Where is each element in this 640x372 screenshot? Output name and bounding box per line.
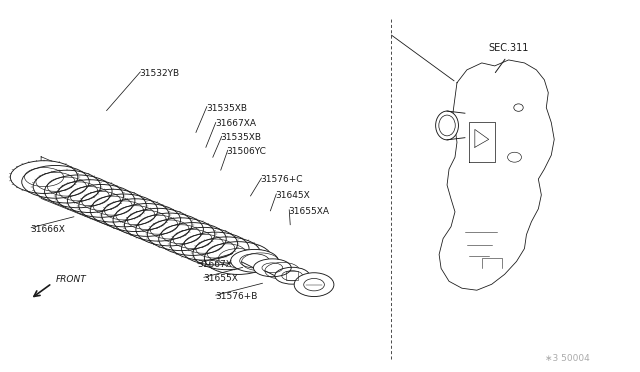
Ellipse shape xyxy=(136,213,204,246)
Ellipse shape xyxy=(56,180,124,212)
Ellipse shape xyxy=(45,175,112,208)
Ellipse shape xyxy=(102,199,169,231)
Ellipse shape xyxy=(79,189,147,222)
Ellipse shape xyxy=(253,259,291,277)
Text: 31666X: 31666X xyxy=(30,225,65,234)
Ellipse shape xyxy=(147,218,215,251)
Text: 31576+C: 31576+C xyxy=(260,175,303,184)
Ellipse shape xyxy=(436,111,458,140)
Text: 31667X: 31667X xyxy=(197,260,232,269)
Text: FRONT: FRONT xyxy=(56,275,87,284)
Ellipse shape xyxy=(204,242,272,275)
Text: SEC.311: SEC.311 xyxy=(489,43,529,53)
Text: 31655XA: 31655XA xyxy=(288,207,329,216)
Ellipse shape xyxy=(33,170,100,203)
Text: 31655X: 31655X xyxy=(203,274,237,283)
Ellipse shape xyxy=(67,185,135,217)
Ellipse shape xyxy=(193,237,260,270)
Ellipse shape xyxy=(124,208,192,241)
Ellipse shape xyxy=(10,161,78,193)
Ellipse shape xyxy=(275,267,310,284)
Text: 31535XB: 31535XB xyxy=(221,133,262,142)
Ellipse shape xyxy=(514,104,524,111)
Ellipse shape xyxy=(294,273,334,296)
Ellipse shape xyxy=(22,166,89,198)
Text: ∗3 50004: ∗3 50004 xyxy=(545,354,590,363)
Ellipse shape xyxy=(90,194,157,227)
Text: 31535XB: 31535XB xyxy=(206,103,247,113)
Ellipse shape xyxy=(230,249,278,272)
Ellipse shape xyxy=(159,222,226,256)
Ellipse shape xyxy=(265,262,300,279)
Ellipse shape xyxy=(241,253,279,271)
Text: 31576+B: 31576+B xyxy=(215,292,257,301)
Ellipse shape xyxy=(113,203,180,236)
Text: 31667XA: 31667XA xyxy=(215,119,256,128)
Ellipse shape xyxy=(170,227,237,260)
Text: 31506YC: 31506YC xyxy=(227,147,267,156)
Ellipse shape xyxy=(182,232,249,265)
Text: 31645X: 31645X xyxy=(275,191,310,200)
Text: 31532YB: 31532YB xyxy=(140,69,179,78)
